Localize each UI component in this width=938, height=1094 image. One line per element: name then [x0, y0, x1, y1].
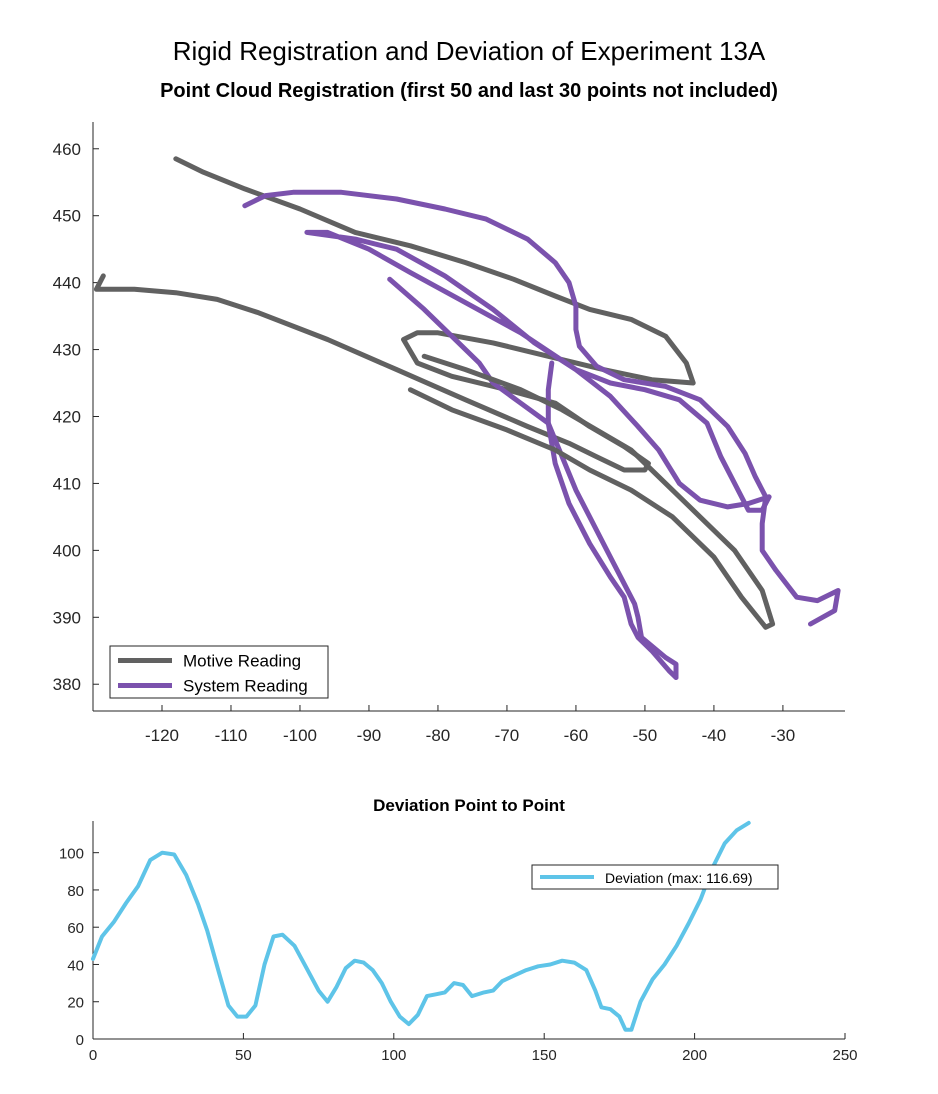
registration-x-tick-label: -70: [495, 726, 520, 745]
registration-x-tick-label: -60: [564, 726, 589, 745]
registration-legend-label: System Reading: [183, 677, 308, 696]
registration-y-tick-label: 440: [53, 274, 81, 293]
registration-y-tick-label: 420: [53, 408, 81, 427]
registration-y-tick-label: 410: [53, 474, 81, 493]
registration-x-tick-label: -50: [633, 726, 658, 745]
deviation-y-tick-label: 60: [67, 920, 84, 937]
registration-y-tick-label: 380: [53, 675, 81, 694]
registration-x-tick-label: -40: [702, 726, 727, 745]
deviation-x-tick-label: 250: [832, 1047, 857, 1064]
registration-x-tick-label: -100: [283, 726, 317, 745]
deviation-y-tick-label: 0: [76, 1032, 84, 1049]
deviation-y-tick-label: 40: [67, 957, 84, 974]
deviation-series-line: [91, 820, 751, 1032]
deviation-y-tick-label: 80: [67, 883, 84, 900]
registration-series-line: [545, 360, 679, 680]
deviation-x-tick-label: 50: [235, 1047, 252, 1064]
registration-x-tick-label: -110: [215, 726, 248, 745]
deviation-chart-title: Deviation Point to Point: [373, 796, 565, 815]
registration-y-tick-label: 390: [53, 608, 81, 627]
registration-series-line: [93, 156, 696, 473]
deviation-y-tick-label: 20: [67, 995, 84, 1012]
figure-title: Rigid Registration and Deviation of Expe…: [172, 36, 766, 66]
registration-y-tick-label: 460: [53, 140, 81, 159]
registration-series-line: [387, 276, 679, 680]
registration-legend-box: [109, 645, 329, 699]
deviation-x-tick-label: 200: [682, 1047, 707, 1064]
deviation-x-tick-label: 100: [381, 1047, 406, 1064]
deviation-x-tick-label: 0: [89, 1047, 97, 1064]
registration-x-tick-label: -120: [145, 726, 179, 745]
registration-y-tick-label: 430: [53, 341, 81, 360]
deviation-y-tick-label: 100: [59, 846, 84, 863]
registration-series-line: [407, 353, 776, 630]
registration-chart-title: Point Cloud Registration (first 50 and l…: [160, 80, 778, 102]
registration-y-tick-label: 450: [53, 207, 81, 226]
registration-legend-label: Motive Reading: [183, 652, 301, 671]
registration-series-line: [304, 229, 772, 513]
deviation-x-tick-label: 150: [532, 1047, 557, 1064]
registration-series-line: [242, 189, 841, 627]
registration-x-tick-label: -30: [771, 726, 796, 745]
registration-x-tick-label: -90: [357, 726, 382, 745]
registration-x-tick-label: -80: [426, 726, 451, 745]
registration-y-tick-label: 400: [53, 541, 81, 560]
deviation-legend-label: Deviation (max: 116.69): [605, 870, 753, 886]
